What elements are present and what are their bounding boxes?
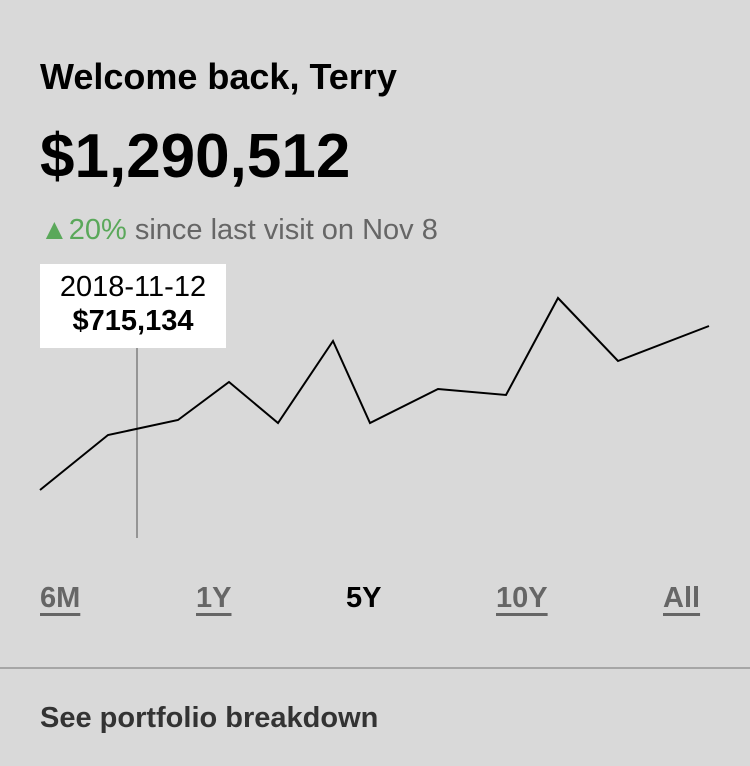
portfolio-series-line: [39, 296, 710, 491]
tooltip-value: $715,134: [72, 305, 194, 337]
change-summary: ▲20% since last visit on Nov 8: [40, 212, 438, 248]
range-10y-button[interactable]: 10Y: [496, 582, 548, 614]
range-1y-button[interactable]: 1Y: [196, 582, 232, 614]
chart-tooltip: 2018-11-12 $715,134: [40, 264, 226, 348]
time-range-selector: 6M 1Y 5Y 10Y All: [0, 578, 750, 622]
portfolio-breakdown-link[interactable]: See portfolio breakdown: [40, 702, 379, 734]
welcome-heading: Welcome back, Terry: [40, 56, 397, 97]
range-6m-button[interactable]: 6M: [40, 582, 81, 614]
range-5y-button[interactable]: 5Y: [346, 582, 382, 614]
portfolio-balance: $1,290,512: [40, 122, 351, 191]
triangle-up-icon: ▲: [40, 214, 69, 246]
change-since-text: since last visit on Nov 8: [134, 214, 438, 246]
portfolio-line-chart[interactable]: [0, 250, 750, 550]
section-divider: [0, 667, 750, 669]
tooltip-date: 2018-11-12: [59, 271, 207, 303]
change-percent: 20%: [68, 214, 127, 246]
range-all-button[interactable]: All: [663, 582, 701, 614]
